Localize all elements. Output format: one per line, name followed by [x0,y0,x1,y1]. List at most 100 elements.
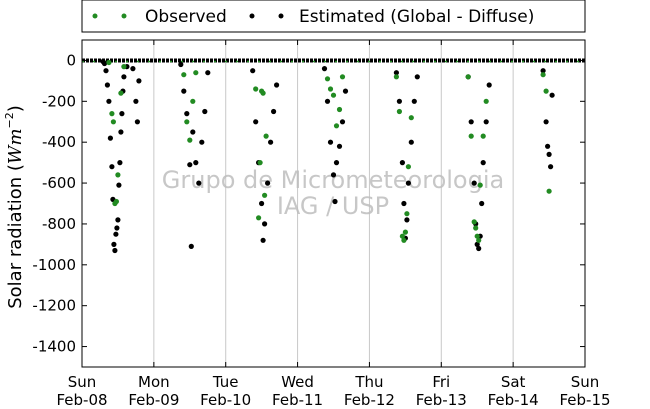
y-tick-label: 0 [66,51,76,69]
estimated-point [112,247,118,254]
watermark-line-1: Grupo de Micrometeorologia [162,166,504,194]
observed-point [106,59,112,66]
estimated-point [184,111,190,117]
estimated-point [411,98,417,104]
observed-point [115,172,121,178]
observed-point [393,74,399,80]
estimated-point [101,60,108,67]
estimated-point [543,119,549,125]
estimated-point [545,143,551,149]
estimated-point [250,68,256,74]
y-axis-title: Solar radiation (Wm−2) [3,105,26,309]
observed-point [401,237,407,243]
estimated-point [104,82,110,88]
x-tick-weekday: Sat [501,373,526,391]
x-tick-weekday: Sun [571,373,600,391]
x-tick-weekday: Sun [68,373,97,391]
estimated-point [405,180,411,186]
legend-marker-observed-1 [92,13,98,19]
y-axis-title-unit: Wm [5,128,26,164]
estimated-point [540,68,546,74]
estimated-point [333,160,340,166]
estimated-point [117,160,123,166]
estimated-point [271,108,277,115]
estimated-point [259,200,265,207]
observed-point [118,90,124,96]
estimated-point [136,78,142,84]
estimated-point [114,225,120,231]
estimated-point [205,70,211,76]
observed-point [330,92,337,98]
estimated-point [130,66,136,72]
estimated-point [178,61,184,68]
observed-point [339,74,346,80]
estimated-point [330,172,337,178]
observed-point [404,211,410,217]
estimated-point [119,111,125,117]
legend-marker-estimated-2 [278,13,284,19]
series-estimated [100,58,555,254]
estimated-point [111,241,117,247]
estimated-point [107,135,113,141]
estimated-point [193,160,199,166]
plot-border [81,39,586,368]
y-tick-label: -600 [42,174,76,192]
estimated-point [109,164,115,170]
estimated-point [321,66,328,72]
observed-point [110,119,116,125]
estimated-point [404,217,410,223]
legend-label-observed: Observed [145,7,227,27]
observed-point [187,137,193,143]
estimated-point [187,162,193,168]
estimated-point [486,82,492,88]
y-axis-title-close: ) [5,105,26,112]
observed-point [540,72,546,78]
observed-point [465,74,471,80]
estimated-point [202,108,208,115]
estimated-point [401,200,407,207]
observed-point [473,225,479,231]
zero-line [82,58,585,63]
axis-ticks: SunFeb-08MonFeb-09TueFeb-10WedFeb-11ThuF… [32,40,611,409]
x-tick-label: Feb-09 [128,391,179,409]
estimated-point [342,88,349,94]
estimated-point [118,129,124,135]
watermark-line-2: IAG / USP [277,192,389,220]
plot-frame [81,39,586,368]
estimated-point [253,119,259,125]
estimated-point [546,151,552,157]
estimated-point [336,143,343,149]
observed-point [474,233,480,239]
observed-point [399,233,405,239]
observed-point [257,160,263,166]
estimated-point [121,74,127,80]
x-tick-label: Feb-10 [200,391,251,409]
legend-label-estimated: Estimated (Global - Diffuse) [299,7,534,27]
estimated-point [133,98,139,104]
y-tick-label: -800 [42,215,76,233]
estimated-point [188,243,194,249]
estimated-point [468,119,474,125]
observed-point [256,215,262,221]
y-tick-label: -1200 [32,297,76,315]
observed-point [262,192,268,198]
observed-point [253,86,259,92]
observed-point [543,88,549,94]
x-tick-label: Feb-12 [344,391,395,409]
estimated-point [265,180,271,186]
estimated-point [332,198,338,205]
x-tick-label: Feb-08 [56,391,107,409]
watermark: Grupo de Micrometeorologia IAG / USP [162,166,504,220]
estimated-point [408,139,414,145]
estimated-point [480,160,486,166]
observed-point [408,115,414,121]
legend-marker-estimated-1 [249,13,255,19]
estimated-point [479,200,485,207]
estimated-point [324,98,331,104]
observed-point [468,133,474,139]
observed-point [184,119,190,125]
x-tick-weekday: Tue [212,373,239,391]
y-axis-title-exponent: −2 [3,112,16,128]
estimated-point [399,160,405,166]
